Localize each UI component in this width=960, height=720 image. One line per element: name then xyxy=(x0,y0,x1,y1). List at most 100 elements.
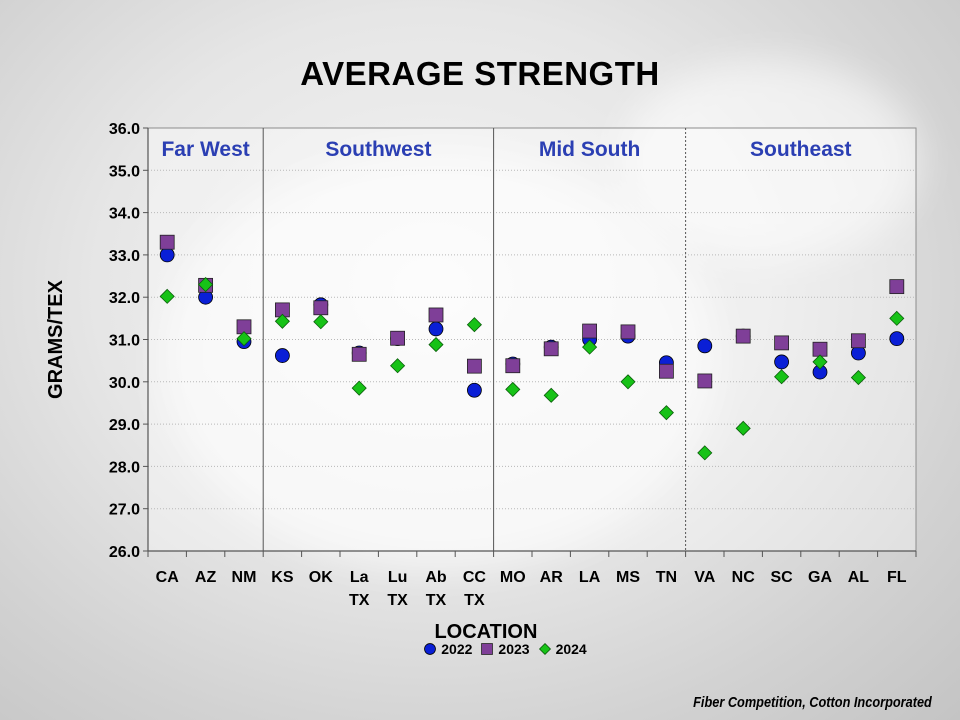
x-tick-label: La xyxy=(350,569,369,586)
legend-item-2024: 2024 xyxy=(538,641,587,657)
point-2024-AZ xyxy=(198,276,214,293)
point-2023-VA xyxy=(697,373,713,389)
point-2022-SC xyxy=(774,354,789,370)
y-tick-label: 28.0 xyxy=(109,459,140,476)
x-tick-label: MO xyxy=(500,569,526,586)
point-2023-TN xyxy=(659,363,674,379)
x-tick-label: TX xyxy=(464,592,485,609)
point-2024-AR xyxy=(543,387,559,403)
region-label: Southwest xyxy=(325,138,431,161)
legend-marker-2024 xyxy=(538,642,551,656)
x-tick-label: VA xyxy=(694,569,715,586)
point-2023-FL xyxy=(889,279,905,295)
axis-labels: 26.0 27.0 28.0 29.0 30.0 31.0 32.0 33.0 34.0 35.0… xyxy=(45,121,907,643)
chart-title: AVERAGE STRENGTH xyxy=(300,55,660,92)
point-2022-CC-TX xyxy=(466,382,482,398)
x-tick-label: AL xyxy=(848,569,870,586)
region-labels: Far West Southwest Mid South Southeast xyxy=(161,138,851,161)
y-tick-label: 31.0 xyxy=(109,333,140,350)
y-axis-title: GRAMS/TEX xyxy=(45,279,67,399)
legend-circle-icon xyxy=(424,643,437,655)
point-2023-Ab-TX xyxy=(428,307,444,323)
point-2024-FL xyxy=(889,310,905,326)
legend-marker-2023 xyxy=(481,643,494,655)
legend-square-icon xyxy=(481,643,494,655)
point-2023-NC xyxy=(735,328,751,344)
point-2024-SC xyxy=(774,369,790,385)
point-2023-AL xyxy=(851,333,866,349)
y-tick-label: 33.0 xyxy=(109,248,140,265)
legend: 2022 2023 2024 xyxy=(0,641,960,659)
point-2023-LA xyxy=(582,323,597,339)
x-tick-label: AR xyxy=(540,569,564,586)
legend-label: 2023 xyxy=(498,641,530,657)
x-tick-label: TX xyxy=(349,592,370,609)
point-2022-Ab-TX xyxy=(428,321,444,337)
region-dividers xyxy=(262,128,687,551)
legend-label: 2024 xyxy=(555,641,587,657)
x-tick-label: AZ xyxy=(195,569,217,586)
point-2023-OK xyxy=(313,300,329,316)
point-2024-NC xyxy=(735,420,751,436)
x-tick-label: OK xyxy=(309,569,333,586)
point-2024-MS xyxy=(620,374,636,390)
axes xyxy=(143,127,917,557)
point-2024-AL xyxy=(850,370,866,386)
point-2023-MO xyxy=(505,358,521,374)
x-tick-label: LA xyxy=(579,569,601,586)
point-2024-CA xyxy=(159,288,175,304)
x-tick-label: MS xyxy=(616,569,640,586)
point-2024-KS xyxy=(274,313,290,329)
region-label: Far West xyxy=(161,138,249,161)
x-tick-label: TN xyxy=(656,569,677,586)
point-2024-MO xyxy=(505,381,521,397)
legend-marker-2022 xyxy=(424,643,437,655)
legend-label: 2022 xyxy=(441,641,473,657)
point-2024-Ab-TX xyxy=(428,337,444,353)
point-2023-La-TX xyxy=(351,346,367,362)
point-2024-La-TX xyxy=(351,380,367,396)
point-2024-OK xyxy=(313,314,329,330)
y-tick-label: 34.0 xyxy=(109,206,140,223)
x-tick-label: CA xyxy=(156,569,180,586)
source-credit: Fiber Competition, Cotton Incorporated xyxy=(693,694,932,711)
x-tick-label: GA xyxy=(808,569,832,586)
y-tick-label: 36.0 xyxy=(109,121,140,138)
x-tick-label: CC xyxy=(463,569,487,586)
y-tick-label: 27.0 xyxy=(109,502,140,519)
point-2022-KS xyxy=(274,348,290,363)
region-label: Southeast xyxy=(750,138,852,161)
y-tick-label: 26.0 xyxy=(109,544,140,561)
y-tick-label: 29.0 xyxy=(109,417,140,434)
legend-item-2023: 2023 xyxy=(480,641,530,657)
point-2024-LA xyxy=(582,339,598,355)
legend-item-2022: 2022 xyxy=(423,641,472,657)
y-tick-label: 32.0 xyxy=(109,290,140,307)
x-tick-label: TX xyxy=(426,592,447,609)
x-tick-label: Ab xyxy=(425,569,447,586)
point-2023-SC xyxy=(774,335,789,351)
legend-diamond-icon xyxy=(538,642,551,656)
point-2024-VA xyxy=(697,445,713,461)
point-2023-Lu-TX xyxy=(390,330,406,346)
x-axis-title: LOCATION xyxy=(434,621,537,643)
x-tick-label: SC xyxy=(770,569,793,586)
point-2023-GA xyxy=(812,341,828,357)
point-2023-MS xyxy=(620,324,636,340)
region-label: Mid South xyxy=(539,138,640,161)
x-tick-label: FL xyxy=(887,569,907,586)
point-2024-NM xyxy=(236,331,252,347)
x-tick-label: TX xyxy=(387,592,408,609)
point-2022-VA xyxy=(697,338,713,354)
point-2024-CC-TX xyxy=(466,317,482,333)
point-2023-CC-TX xyxy=(466,358,482,374)
x-tick-label: NM xyxy=(232,569,257,586)
point-2022-CA xyxy=(159,247,175,263)
x-tick-label: Lu xyxy=(388,569,408,586)
y-tick-label: 35.0 xyxy=(109,163,140,180)
y-tick-label: 30.0 xyxy=(109,375,140,392)
x-tick-label: NC xyxy=(732,569,756,586)
data-points xyxy=(159,234,905,461)
point-2022-FL xyxy=(889,331,905,347)
